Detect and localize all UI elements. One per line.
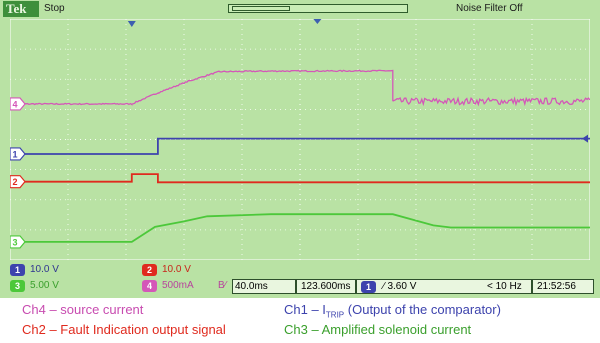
legend-ch4: Ch4 – source current: [22, 302, 144, 317]
bandwidth-mark: B⁄: [218, 280, 227, 291]
horizontal-position: 123.600ms: [301, 281, 351, 292]
marker-shape: [10, 97, 26, 111]
series-line-ch3: [10, 213, 590, 243]
marker-label: 1: [12, 149, 17, 159]
expansion-point-marker: [313, 19, 322, 24]
ch4-badge: 4: [142, 280, 157, 292]
series-line-ch2: [10, 173, 590, 184]
ch2-badge: 2: [142, 264, 157, 276]
ch1-scale: 10.0 V: [30, 264, 59, 275]
position-box: 123.600ms: [296, 279, 356, 294]
trigger-box: 1 ∕ 3.60 V < 10 Hz: [356, 279, 532, 294]
channel-marker-ch4: 4: [10, 97, 26, 111]
clock: 21:52:56: [537, 281, 576, 292]
legend-ch1-prefix: Ch1 – I: [284, 302, 326, 317]
trigger-level: ∕ 3.60 V: [383, 281, 417, 292]
clock-box: 21:52:56: [532, 279, 594, 294]
noise-filter-status: Noise Filter Off: [456, 3, 523, 14]
channel-marker-ch2: 2: [10, 175, 26, 189]
record-view-window: [232, 6, 290, 11]
legend-captions: Ch4 – source current Ch2 – Fault Indicat…: [0, 298, 600, 343]
marker-label: 4: [12, 99, 17, 109]
channel-marker-ch1: 1: [10, 147, 26, 161]
waveform-plot: 4 1 2 3: [10, 19, 590, 260]
series-line-ch4: [10, 69, 590, 107]
marker-shape: [10, 175, 26, 189]
trigger-position-marker: [127, 21, 136, 27]
status-bar: Tek Stop Noise Filter Off: [0, 0, 600, 19]
legend-ch1-sub: TRIP: [325, 310, 345, 320]
trigger-level-marker: [582, 134, 588, 143]
waveforms: [10, 69, 590, 243]
ch3-scale: 5.00 V: [30, 280, 59, 291]
ch1-badge: 1: [10, 264, 25, 276]
ch3-badge: 3: [10, 280, 25, 292]
channel-marker-ch3: 3: [10, 235, 26, 249]
timebase-box: 40.0ms: [232, 279, 296, 294]
trigger-channel-badge: 1: [361, 281, 376, 293]
series-line-ch1: [10, 137, 590, 155]
channel-markers: 4 1 2 3: [10, 19, 588, 249]
marker-label: 2: [12, 177, 17, 187]
marker-shape: [10, 147, 26, 161]
brand-logo: Tek: [3, 1, 39, 17]
legend-ch1-suffix: (Output of the comparator): [344, 302, 501, 317]
ch4-scale: 500mA: [162, 280, 194, 291]
timebase: 40.0ms: [235, 281, 268, 292]
marker-label: 3: [12, 237, 17, 247]
trigger-frequency: < 10 Hz: [487, 281, 522, 292]
marker-shape: [10, 235, 26, 249]
ch2-scale: 10.0 V: [162, 264, 191, 275]
legend-ch2: Ch2 – Fault Indication output signal: [22, 322, 226, 337]
legend-ch3: Ch3 – Amplified solenoid current: [284, 322, 472, 337]
run-state: Stop: [44, 3, 65, 14]
record-position-bar: [228, 4, 408, 13]
legend-ch1: Ch1 – ITRIP (Output of the comparator): [284, 302, 501, 323]
readout-panel: 1 10.0 V 2 10.0 V 3 5.00 V 4 500mA B⁄ 40…: [0, 260, 600, 298]
oscilloscope-screen: Tek Stop Noise Filter Off 4 1 2 3 1 10.0 V …: [0, 0, 600, 298]
